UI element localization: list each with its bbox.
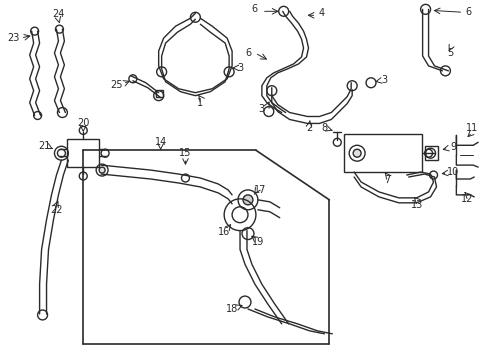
Text: 2: 2 bbox=[306, 123, 312, 134]
Bar bbox=[344, 134, 421, 172]
Circle shape bbox=[99, 167, 105, 173]
Circle shape bbox=[243, 195, 252, 205]
Text: 7: 7 bbox=[383, 175, 389, 185]
Bar bbox=[155, 90, 163, 96]
Text: 24: 24 bbox=[52, 9, 64, 19]
Text: 18: 18 bbox=[225, 304, 238, 314]
Text: 6: 6 bbox=[251, 4, 258, 14]
Text: 3: 3 bbox=[258, 104, 264, 113]
Text: 21: 21 bbox=[38, 141, 51, 151]
Text: 11: 11 bbox=[465, 123, 477, 134]
Text: 6: 6 bbox=[244, 48, 250, 58]
Text: 3: 3 bbox=[237, 63, 243, 73]
Bar bbox=[67, 139, 99, 167]
Text: 22: 22 bbox=[50, 205, 62, 215]
Text: 13: 13 bbox=[410, 200, 422, 210]
Text: 3: 3 bbox=[380, 75, 386, 85]
Text: 1: 1 bbox=[197, 98, 203, 108]
Bar bbox=[424, 146, 438, 160]
Text: 15: 15 bbox=[179, 148, 191, 158]
Text: 9: 9 bbox=[449, 142, 455, 152]
Circle shape bbox=[352, 149, 360, 157]
Text: 10: 10 bbox=[447, 167, 459, 177]
Text: 14: 14 bbox=[154, 137, 166, 147]
Text: 6: 6 bbox=[464, 7, 470, 17]
Text: 17: 17 bbox=[253, 185, 265, 195]
Text: 5: 5 bbox=[447, 48, 452, 58]
Text: 23: 23 bbox=[8, 33, 20, 43]
Text: 20: 20 bbox=[77, 118, 89, 129]
Text: 16: 16 bbox=[218, 226, 230, 237]
Text: 12: 12 bbox=[460, 194, 472, 204]
Text: 25: 25 bbox=[110, 80, 123, 90]
Text: 4: 4 bbox=[318, 8, 324, 18]
Text: 8: 8 bbox=[321, 123, 327, 134]
Text: 19: 19 bbox=[251, 237, 264, 247]
